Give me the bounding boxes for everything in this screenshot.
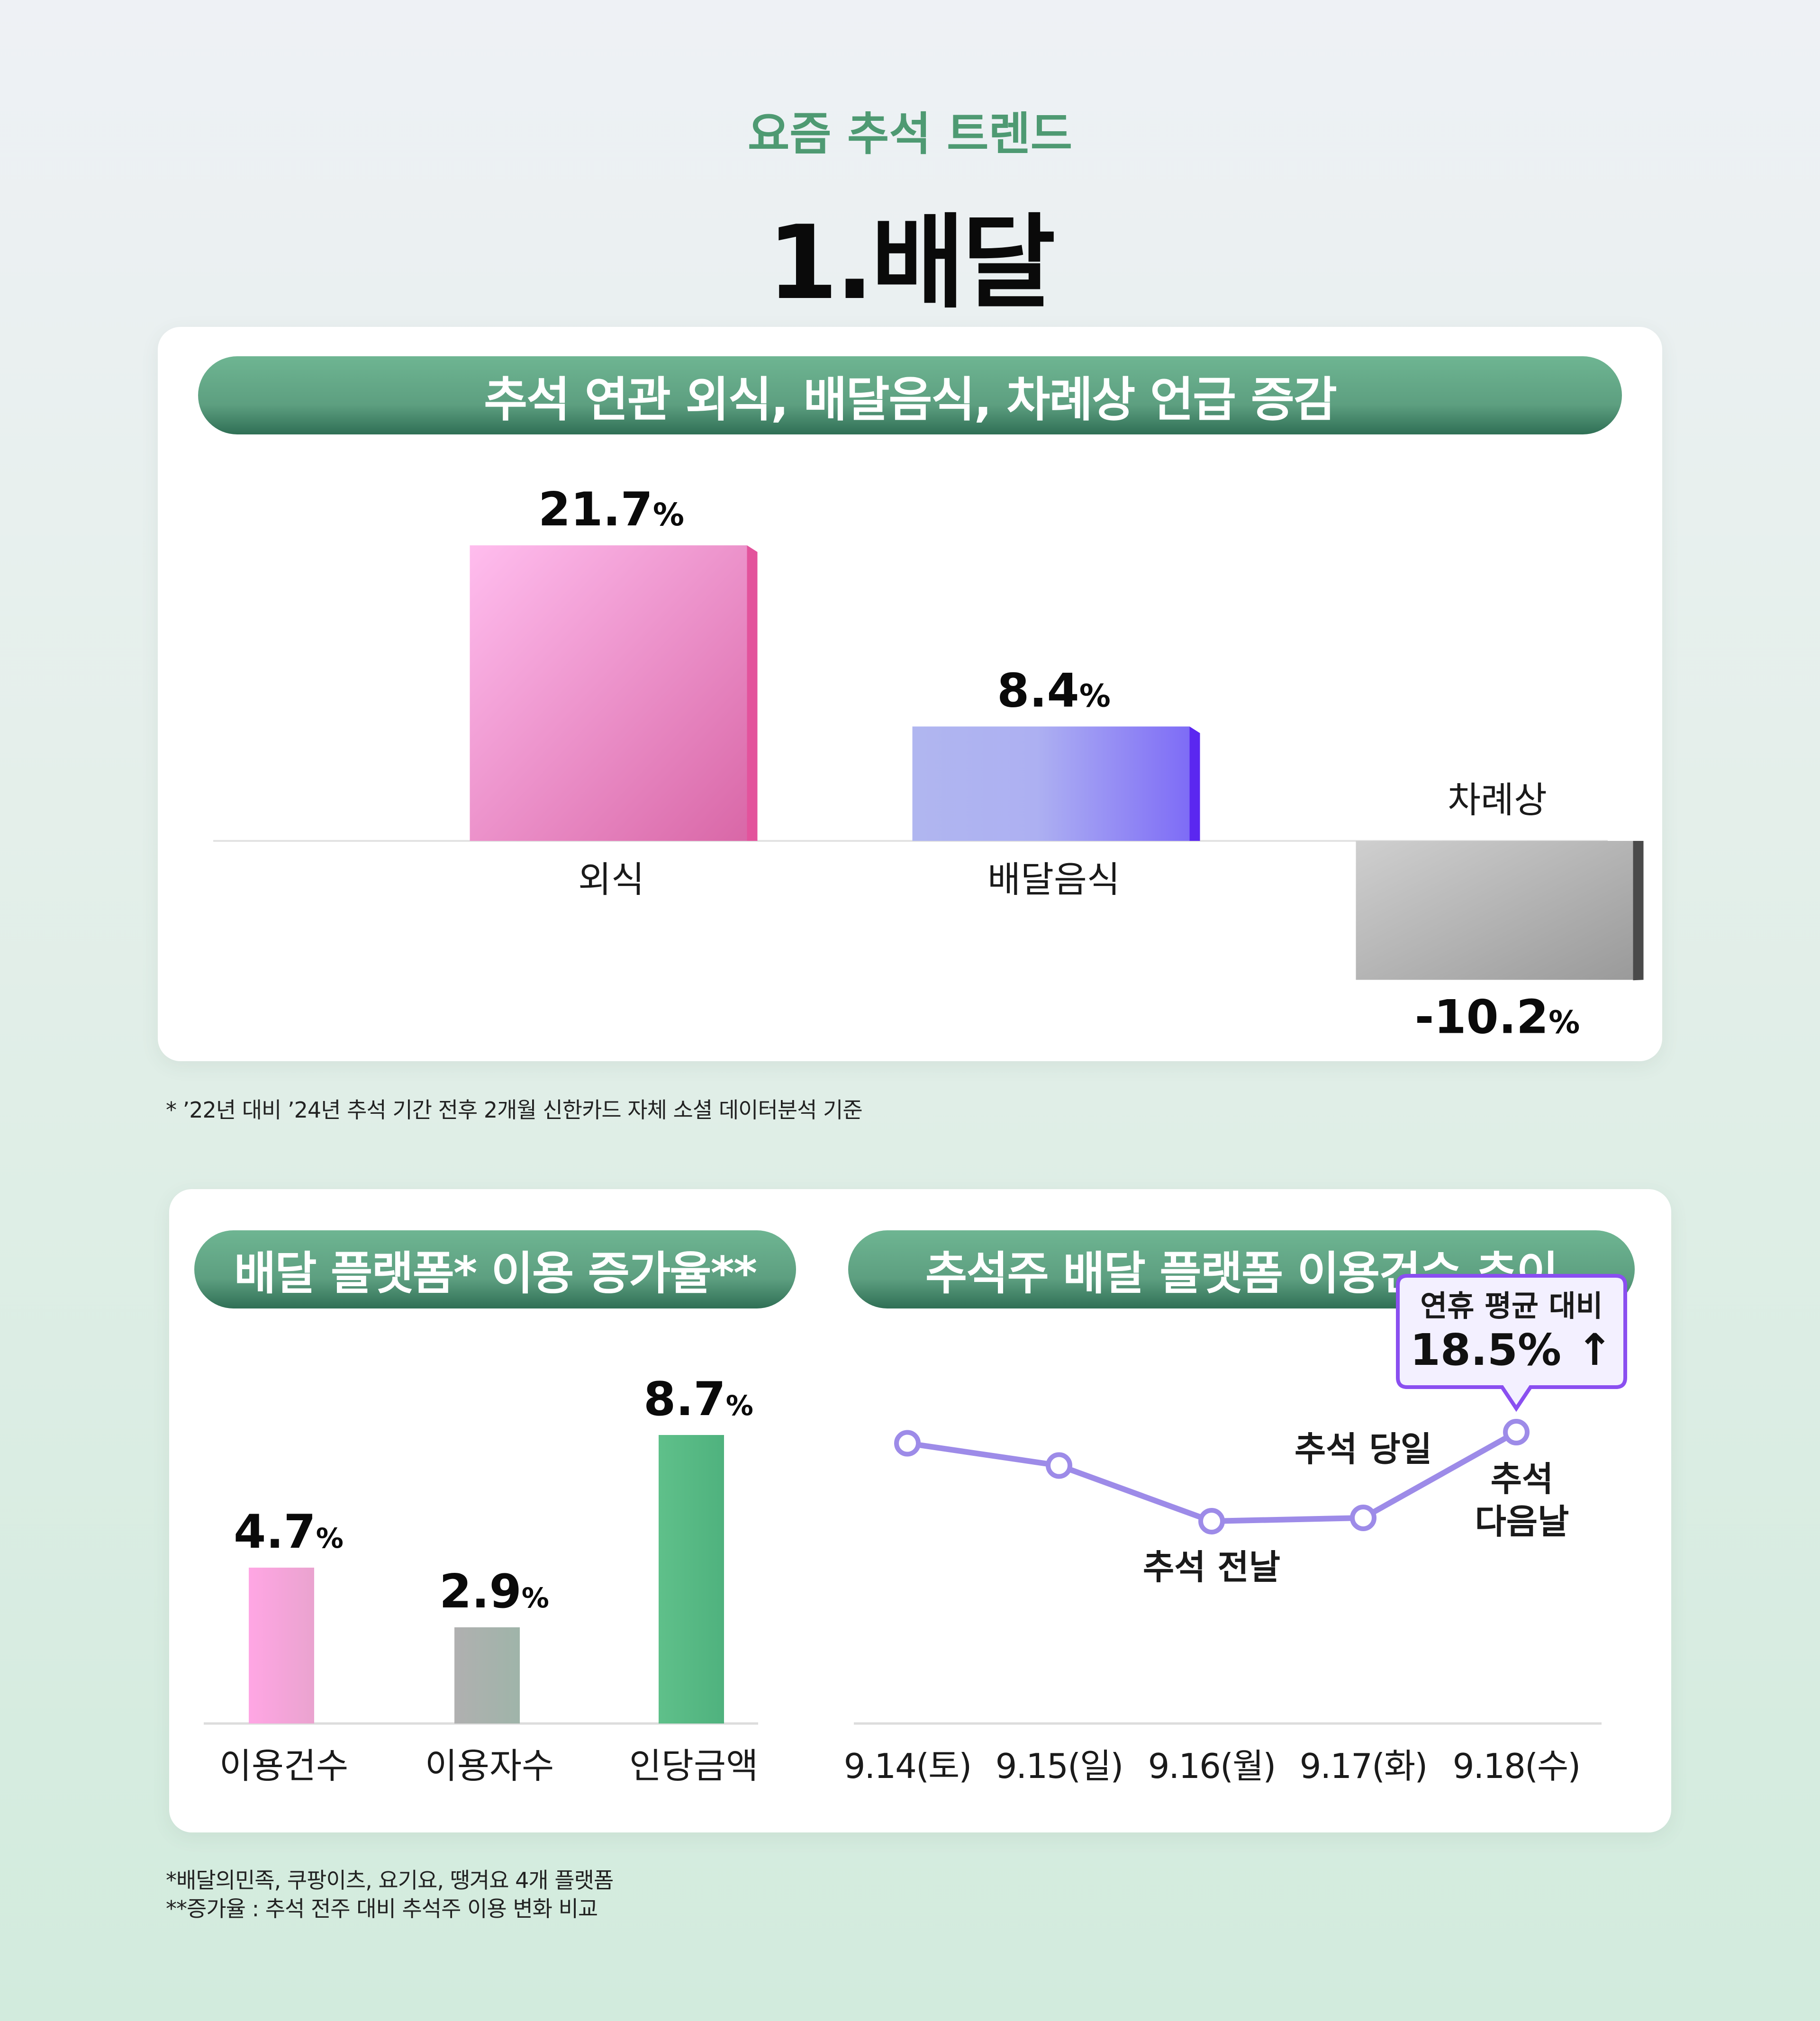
growth-title-pill: 배달 플랫폼* 이용 증가율** <box>194 1230 796 1308</box>
growth-value-label-0: 4.7% <box>234 1505 344 1559</box>
growth-bar-0 <box>249 1568 314 1723</box>
platform-card: 배달 플랫폼* 이용 증가율** 추석주 배달 플랫폼 이용건수 추이 4.7%… <box>169 1189 1671 1832</box>
footnote-bottom-2: **증가율 : 추석 전주 대비 추석주 이용 변화 비교 <box>166 1896 598 1922</box>
footnote-top: * ’22년 대비 ’24년 추석 기간 전후 2개월 신한카드 자체 소셜 데… <box>166 1097 863 1123</box>
mentions-card: 추석 연관 외식, 배달음식, 차례상 언급 증감 21.7% 외식 8.4% 배달음… <box>158 327 1662 1061</box>
callout-box <box>1396 1274 1627 1412</box>
growth-title: 배달 플랫폼* 이용 증가율** <box>234 1247 757 1300</box>
trend-point-label-2: 추석 전날 <box>1143 1547 1280 1587</box>
trend-point-1 <box>1046 1452 1072 1479</box>
growth-value-label-2: 8.7% <box>643 1372 753 1426</box>
kicker-title: 요즘 추석 트렌드 <box>747 108 1073 161</box>
trend-x-label-4: 9.18(수) <box>1453 1746 1580 1786</box>
callout-line-1: 연휴 평균 대비 <box>1420 1289 1603 1323</box>
trend-point-label-3: 추석 당일 <box>1295 1429 1432 1469</box>
platform-charts: 4.7% 이용건수 2.9% 이용자수 8.7% 인당금액 9.14(토) 9.15(일) 9… <box>204 1274 1627 1786</box>
mentions-value-label-0: 21.7% <box>538 483 684 537</box>
trend-point-0 <box>894 1430 921 1457</box>
growth-bar-2 <box>659 1435 724 1723</box>
mentions-bar-2 <box>1356 841 1633 980</box>
mentions-bar-side-0 <box>747 545 758 841</box>
trend-point-3 <box>1350 1504 1376 1531</box>
trend-x-label-0: 9.14(토) <box>844 1746 971 1786</box>
mentions-value-label-1: 8.4% <box>997 664 1111 718</box>
growth-category-label-2: 인당금액 <box>629 1746 758 1786</box>
trend-point-4 <box>1503 1419 1530 1445</box>
page-title: 1.배달 <box>767 203 1056 322</box>
mentions-bar-side-1 <box>1189 726 1200 841</box>
mentions-value-label-2: -10.2% <box>1415 990 1580 1044</box>
mentions-bar-1 <box>912 726 1190 841</box>
trend-x-label-1: 9.15(일) <box>996 1746 1123 1786</box>
mentions-title-pill: 추석 연관 외식, 배달음식, 차례상 언급 증감 <box>198 356 1622 434</box>
growth-bar-1 <box>454 1627 520 1723</box>
growth-category-label-1: 이용자수 <box>425 1746 554 1786</box>
mentions-category-label-1: 배달음식 <box>987 858 1120 901</box>
mentions-category-label-2: 차례상 <box>1448 779 1547 821</box>
trend-point-2 <box>1198 1508 1225 1534</box>
mentions-title: 추석 연관 외식, 배달음식, 차례상 언급 증감 <box>484 372 1337 427</box>
growth-value-label-1: 2.9% <box>439 1565 549 1619</box>
footnote-bottom-1: *배달의민족, 쿠팡이츠, 요기요, 땡겨요 4개 플랫폼 <box>166 1868 614 1893</box>
mentions-bar-chart: 21.7% 외식 8.4% 배달음식 차례상 -10.2% <box>213 483 1644 1044</box>
trend-title-pill: 추석주 배달 플랫폼 이용건수 추이 <box>848 1230 1635 1308</box>
callout-line-2: 18.5% ↑ <box>1410 1325 1613 1375</box>
mentions-bar-side-2 <box>1633 841 1644 981</box>
mentions-bar-0 <box>470 545 747 841</box>
trend-point-label-4: 추석 다음날 <box>1475 1459 1569 1542</box>
growth-category-label-0: 이용건수 <box>219 1746 348 1786</box>
trend-x-label-2: 9.16(월) <box>1148 1746 1276 1786</box>
mentions-category-label-0: 외식 <box>578 858 644 901</box>
trend-x-label-3: 9.17(화) <box>1300 1746 1427 1786</box>
